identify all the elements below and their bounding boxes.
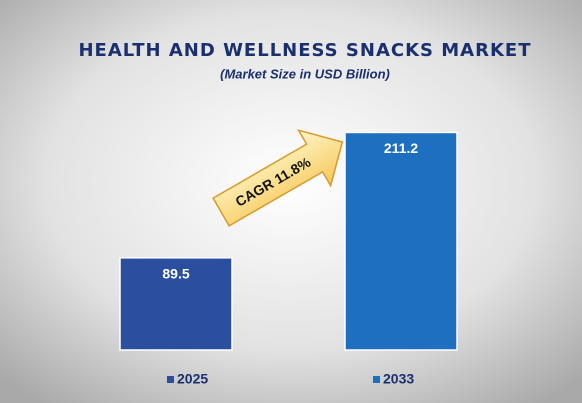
chart-subtitle: (Market Size in USD Billion) — [220, 66, 390, 81]
data-label: 89.5 — [162, 266, 189, 282]
legend-swatch — [167, 376, 174, 383]
chart-title: HEALTH AND WELLNESS SNACKS MARKET — [78, 40, 531, 61]
legend-label: 2033 — [383, 371, 414, 387]
bar — [119, 257, 233, 351]
legend-swatch — [373, 376, 380, 383]
bar — [344, 131, 458, 351]
legend-label: 2025 — [177, 371, 208, 387]
data-label: 211.2 — [384, 140, 418, 156]
arrow-shape — [212, 129, 344, 227]
